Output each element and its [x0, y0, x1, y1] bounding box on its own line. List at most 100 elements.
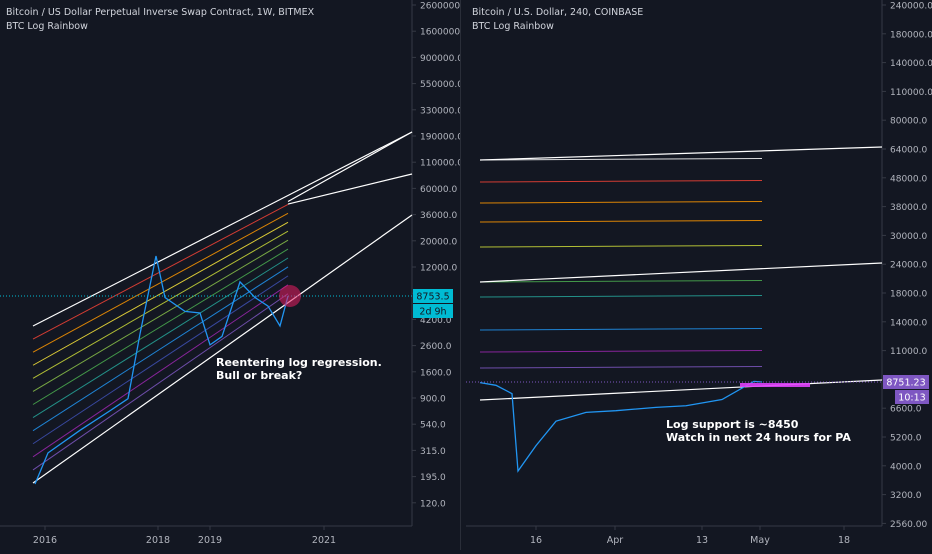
right-y-tick-label: 38000.0	[890, 203, 927, 213]
left-y-tick-label: 60000.0	[420, 185, 457, 195]
left-regression-upper-ext	[287, 131, 413, 202]
right-y-tick-label: 140000.0	[890, 59, 932, 69]
right-rainbow-band	[479, 295, 763, 298]
left-indicator-label[interactable]: BTC Log Rainbow	[6, 21, 88, 32]
right-x-tick-label: Apr	[607, 535, 624, 546]
left-countdown-bg	[413, 304, 453, 318]
left-price-label-bg	[413, 289, 453, 303]
right-rainbow-band	[479, 201, 763, 204]
right-price-line	[479, 380, 763, 473]
right-rainbow-band	[479, 158, 763, 161]
right-x-tick-label: May	[750, 535, 770, 546]
right-rainbow-band	[479, 328, 763, 331]
left-rainbow-band	[32, 257, 289, 419]
right-countdown-label: 10:13	[898, 393, 925, 404]
right-y-tick-label: 24000.0	[890, 261, 927, 271]
left-annotation: Reentering log regression. Bull or break…	[216, 356, 382, 382]
right-y-tick-label: 30000.0	[890, 232, 927, 242]
right-x-tick-label: 18	[838, 535, 850, 546]
right-y-tick-label: 3200.0	[890, 491, 922, 501]
left-rainbow-band	[32, 293, 289, 471]
left-rainbow-band	[32, 239, 289, 392]
left-x-tick-label: 2016	[33, 535, 57, 546]
right-rainbow-band	[479, 366, 763, 369]
left-countdown-label: 2d 9h	[419, 307, 446, 318]
left-y-tick-label: 1600000.0	[420, 28, 460, 38]
right-y-tick-label: 5200.0	[890, 434, 922, 444]
left-regression-upper	[32, 131, 413, 327]
right-x-tick-label: 16	[530, 535, 542, 546]
left-x-tick-label: 2021	[312, 535, 336, 546]
right-y-tick-label: 80000.0	[890, 117, 927, 127]
right-rainbow-band	[479, 350, 763, 353]
right-y-tick-label: 2560.00	[890, 520, 927, 530]
left-x-tick-label: 2018	[146, 535, 170, 546]
left-rainbow-band	[32, 275, 289, 445]
right-regression-middle	[479, 262, 883, 283]
left-y-tick-label: 36000.0	[420, 211, 457, 221]
left-y-tick-label: 110000.0	[420, 159, 460, 169]
left-price-label: 8753.5	[416, 292, 449, 303]
left-y-tick-label: 190000.0	[420, 133, 460, 143]
left-rainbow-band	[32, 212, 289, 353]
left-rainbow-band	[32, 266, 289, 432]
right-annotation: Log support is ~8450 Watch in next 24 ho…	[666, 418, 851, 444]
right-price-label: 8751.23	[886, 378, 925, 389]
left-y-tick-label: 20000.0	[420, 237, 457, 247]
left-x-tick-label: 2019	[198, 535, 222, 546]
right-y-tick-label: 6600.0	[890, 405, 922, 415]
left-y-tick-label: 900.0	[420, 395, 446, 405]
left-rainbow-band	[32, 203, 289, 340]
right-y-tick-label: 64000.0	[890, 146, 927, 156]
right-y-tick-label: 4000.0	[890, 462, 922, 472]
left-y-tick-label: 330000.0	[420, 106, 460, 116]
right-y-tick-label: 180000.0	[890, 30, 932, 40]
right-y-tick-label: 18000.0	[890, 290, 927, 300]
left-rainbow-band	[32, 284, 289, 458]
left-annotation-line-2: Bull or break?	[216, 369, 303, 382]
left-chart-panel[interactable]: 2600000.0 1600000.0 900000.0 550000.0 330000…	[0, 0, 469, 550]
right-countdown-bg	[895, 390, 929, 404]
left-regression-lower	[32, 214, 413, 484]
left-regression-middle-ext	[287, 173, 413, 205]
left-y-tick-label: 2600.0	[420, 342, 452, 352]
right-y-tick-label: 110000.0	[890, 88, 932, 98]
left-rainbow-band	[32, 221, 289, 366]
left-y-tick-label: 550000.0	[420, 80, 460, 90]
left-y-tick-label: 315.0	[420, 447, 446, 457]
left-highlight-circle	[279, 285, 301, 307]
right-annotation-line-1: Log support is ~8450	[666, 418, 799, 431]
left-y-tick-label: 2600000.0	[420, 2, 460, 12]
right-y-tick-label: 48000.0	[890, 174, 927, 184]
right-rainbow-band	[479, 245, 763, 248]
right-y-tick-label: 14000.0	[890, 318, 927, 328]
right-chart-svg[interactable]: 240000.0 180000.0 140000.0 110000.0 80000.0 6…	[466, 0, 932, 550]
right-indicator-label[interactable]: BTC Log Rainbow	[472, 21, 554, 32]
left-y-tick-label: 540.0	[420, 421, 446, 431]
left-chart-title: Bitcoin / US Dollar Perpetual Inverse Sw…	[6, 7, 315, 18]
right-chart-panel[interactable]: 240000.0 180000.0 140000.0 110000.0 80000.0 6…	[466, 0, 932, 550]
right-y-tick-label: 240000.0	[890, 2, 932, 12]
right-price-label-bg	[883, 375, 929, 389]
left-chart-svg[interactable]: 2600000.0 1600000.0 900000.0 550000.0 330000…	[0, 0, 469, 550]
left-rainbow-band	[32, 230, 289, 379]
right-annotation-line-2: Watch in next 24 hours for PA	[666, 431, 851, 444]
left-y-tick-label: 4200.0	[420, 316, 452, 326]
right-x-tick-label: 13	[696, 535, 708, 546]
panel-divider[interactable]	[460, 0, 467, 550]
right-regression-lower	[479, 379, 883, 401]
left-y-tick-label: 120.0	[420, 499, 446, 509]
left-y-tick-label: 12000.0	[420, 264, 457, 274]
right-regression-upper	[479, 146, 883, 161]
left-y-tick-label: 195.0	[420, 473, 446, 483]
left-rainbow-band	[32, 248, 289, 405]
left-annotation-line-1: Reentering log regression.	[216, 356, 382, 369]
left-y-tick-label: 900000.0	[420, 54, 460, 64]
right-support-box	[740, 383, 810, 387]
right-y-tick-label: 11000.0	[890, 347, 927, 357]
right-rainbow-band	[479, 180, 763, 183]
right-rainbow-band	[479, 220, 763, 223]
left-price-line	[34, 255, 289, 485]
right-chart-title: Bitcoin / U.S. Dollar, 240, COINBASE	[472, 7, 644, 18]
right-rainbow-band	[479, 280, 763, 283]
